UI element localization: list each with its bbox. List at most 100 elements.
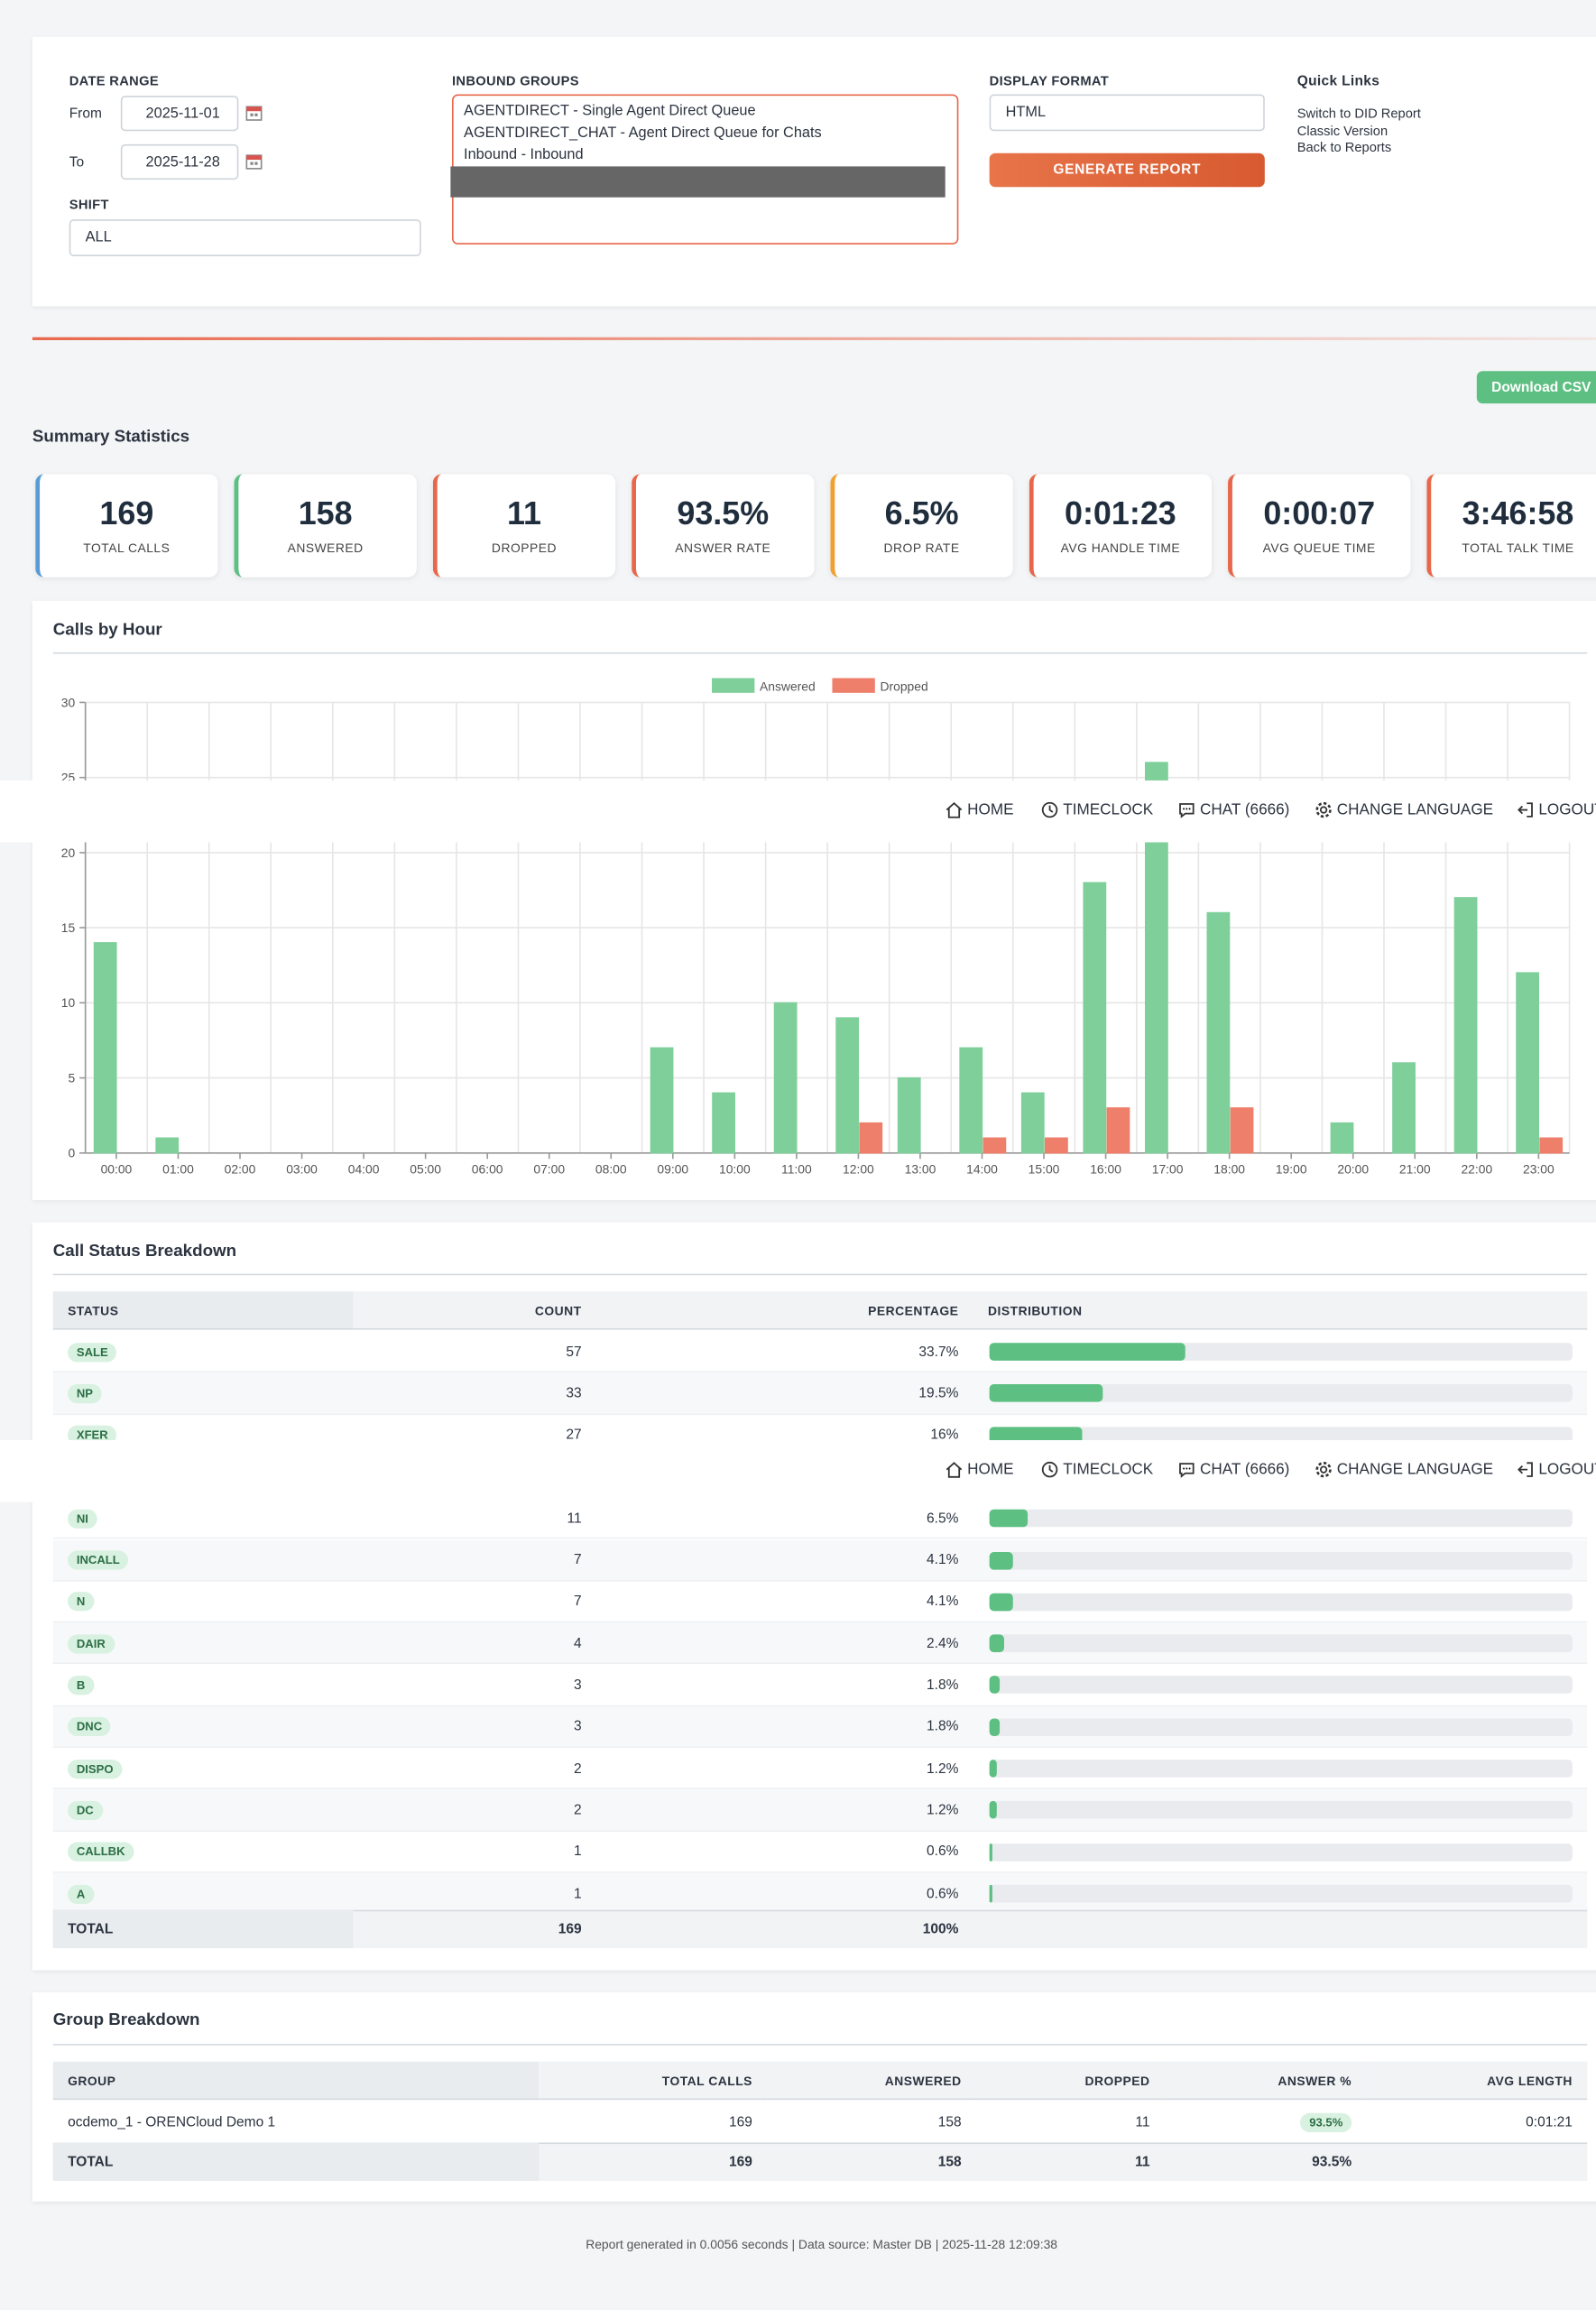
bar [859,1122,883,1154]
x-tick-label: 13:00 [905,1162,936,1177]
nav-item[interactable]: HOME [946,801,1014,818]
link[interactable]: Classic Version [1296,124,1388,139]
bar [712,1092,735,1154]
nav-label: TIMECLOCK [1063,800,1154,819]
date-input[interactable]: 2025-11-01 [120,96,239,132]
distribution-bar [989,1801,997,1819]
status-cell: INCALL [53,1539,354,1581]
y-tick-label: 5 [69,1070,76,1085]
count-cell: 1 [573,1885,582,1902]
nav-item[interactable]: CHAT (6666) [1178,1461,1289,1478]
status-cell: DNC [53,1706,354,1748]
date-input[interactable]: 2025-11-28 [120,143,239,180]
percentage-cell: 1.2% [927,1802,959,1819]
list-option[interactable]: AGENTDIRECT_CHAT - Agent Direct Queue fo… [464,125,822,142]
stat-value: 169 [99,494,154,532]
legend-label: Answered [760,679,816,693]
bar-track [989,1426,1573,1445]
label: SHIFT [69,197,109,212]
bar-track [989,1760,1573,1778]
distribution-bar [989,1551,1014,1569]
status-cell: NP [53,1372,354,1414]
nav-item[interactable]: LOGOUT [1517,801,1596,818]
status-badge: DISPO [68,1759,123,1779]
section-title: Summary Statistics [32,428,190,447]
stat-label: DROPPED [491,540,557,556]
percentage-cell: 33.7% [918,1344,959,1361]
generate-button[interactable]: GENERATE REPORT [989,152,1265,188]
nav-label: CHANGE LANGUAGE [1336,1460,1494,1479]
x-tick-label: 09:00 [657,1162,688,1177]
total-cell: 158 [937,2153,962,2170]
nav-item[interactable]: HOME [946,1460,1014,1479]
nav-label: HOME [967,1460,1014,1479]
nav-item[interactable]: TIMECLOCK [1041,1461,1153,1478]
nav-item[interactable]: CHANGE LANGUAGE [1315,801,1493,818]
x-tick-label: 12:00 [843,1162,874,1177]
stat-value: 0:01:23 [1065,494,1176,532]
x-tick-label: 15:00 [1029,1162,1060,1177]
cell: ocdemo_1 - ORENCloud Demo 1 [68,2113,276,2130]
cell: 169 [729,2113,752,2130]
nav-item[interactable]: CHANGE LANGUAGE [1315,1460,1494,1479]
count-cell: 7 [573,1594,582,1611]
download-button[interactable]: Download CSV [1476,371,1596,404]
status-cell: CALLBK [53,1831,354,1872]
percentage-cell: 2.4% [927,1635,959,1652]
bar [1392,1062,1416,1154]
distribution-bar [989,1343,1186,1361]
shift-select[interactable]: ALL [69,219,421,256]
nav-icon [1315,1462,1332,1478]
stat-label: AVG QUEUE TIME [1262,540,1376,556]
bar [1230,1107,1254,1154]
rate-badge: 93.5% [1300,2111,1352,2132]
nav-icon [1179,1463,1195,1478]
y-tick-label: 10 [61,995,76,1010]
total-cell: TOTAL [52,2142,540,2181]
x-tick-label: 10:00 [719,1162,751,1177]
table-row [52,1705,1588,1749]
x-tick-label: 08:00 [595,1162,627,1177]
nav-icon [1041,801,1058,818]
format-select[interactable]: HTML [989,94,1265,132]
bar-track [989,1884,1573,1903]
legend-label: Dropped [881,679,928,693]
bar-track [989,1593,1573,1611]
link[interactable]: Switch to DID Report [1296,106,1421,121]
bar-track [989,1801,1573,1819]
nav-label: CHAT (6666) [1200,800,1290,819]
percentage-cell: 1.2% [927,1760,959,1778]
calendar-icon[interactable] [245,105,264,123]
count-cell: 2 [573,1760,582,1778]
column-header: COUNT [353,1291,596,1330]
calendar-icon[interactable] [245,153,264,171]
bar [1330,1122,1354,1154]
x-tick-label: 05:00 [410,1162,441,1177]
nav-item[interactable]: LOGOUT [1517,1460,1596,1479]
count-cell: 33 [566,1385,582,1402]
nav-item[interactable]: CHAT (6666) [1178,800,1290,819]
nav-item[interactable]: TIMECLOCK [1041,800,1154,819]
rule [52,1273,1588,1276]
list-option[interactable]: AGENTDIRECT - Single Agent Direct Queue [464,103,756,120]
column-header: PERCENTAGE [595,1291,973,1330]
nav-label: LOGOUT [1538,1460,1596,1479]
list-option[interactable]: Inbound - Inbound [464,147,584,164]
stat-value: 0:00:07 [1263,494,1376,532]
x-tick-label: 16:00 [1090,1162,1121,1177]
count-cell: 3 [573,1718,582,1735]
column-header: STATUS [52,1291,354,1330]
status-badge: XFER [68,1426,117,1446]
stat-card [35,474,218,578]
status-badge: DAIR [68,1633,115,1654]
status-cell: B [53,1665,354,1706]
nav-bar: HOME TIMECLOCK CHAT (6666) CHANGE LANGUAGE L… [0,780,1596,843]
link[interactable]: Back to Reports [1296,140,1392,155]
column-header: GROUP [52,2061,540,2101]
status-cell: SALE [53,1331,354,1372]
bar [897,1076,921,1154]
label: To [69,154,85,171]
stat-card [234,474,417,578]
section-title: Call Status Breakdown [52,1243,237,1261]
